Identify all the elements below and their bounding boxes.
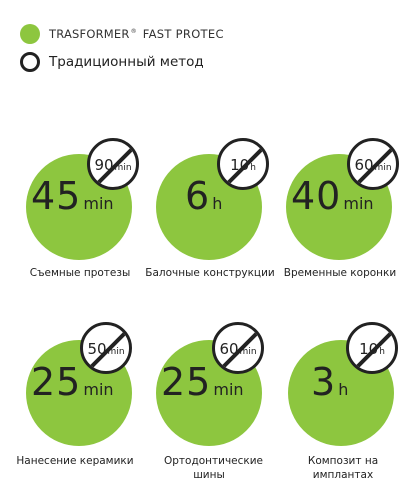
card-caption: Нанесение керамики <box>16 455 134 467</box>
brand-name: TRASFORMER® <box>49 27 137 41</box>
comparison-card-ceramics: 25 min 50min Нанесение керамики <box>0 322 150 492</box>
traditional-time-badge: 50min <box>80 322 132 374</box>
card-caption: Временные коронки <box>283 267 397 279</box>
legend-fast-protec: TRASFORMER® FAST PROTEC <box>20 24 224 44</box>
green-dot-icon <box>20 24 40 44</box>
new-time: 40 min <box>291 174 374 218</box>
ring-icon <box>20 52 40 72</box>
comparison-card-removable-dentures: 45 min 90min Съемные протезы <box>5 138 155 308</box>
product-name: FAST PROTEC <box>142 27 224 41</box>
traditional-time-badge: 90min <box>87 138 139 190</box>
legend-traditional: Традиционный метод <box>20 52 204 72</box>
comparison-card-orthodontic-splints: 25 min 60min Ортодонтические шины <box>134 322 284 492</box>
card-caption: Композит на имплантах <box>307 455 379 481</box>
card-caption: Съемные протезы <box>29 267 131 279</box>
new-time: 45 min <box>31 174 114 218</box>
traditional-method-label: Традиционный метод <box>49 54 204 70</box>
traditional-time-badge: 10h <box>217 138 269 190</box>
card-caption: Ортодонтические шины <box>164 455 264 481</box>
card-caption: Балочные конструкции <box>145 267 275 279</box>
traditional-time-badge: 10h <box>346 322 398 374</box>
traditional-time-badge: 60min <box>212 322 264 374</box>
traditional-time-badge: 60min <box>347 138 399 190</box>
comparison-card-temporary-crowns: 40 min 60min Временные коронки <box>265 138 415 308</box>
new-time: 25 min <box>161 360 244 404</box>
new-time: 25 min <box>31 360 114 404</box>
